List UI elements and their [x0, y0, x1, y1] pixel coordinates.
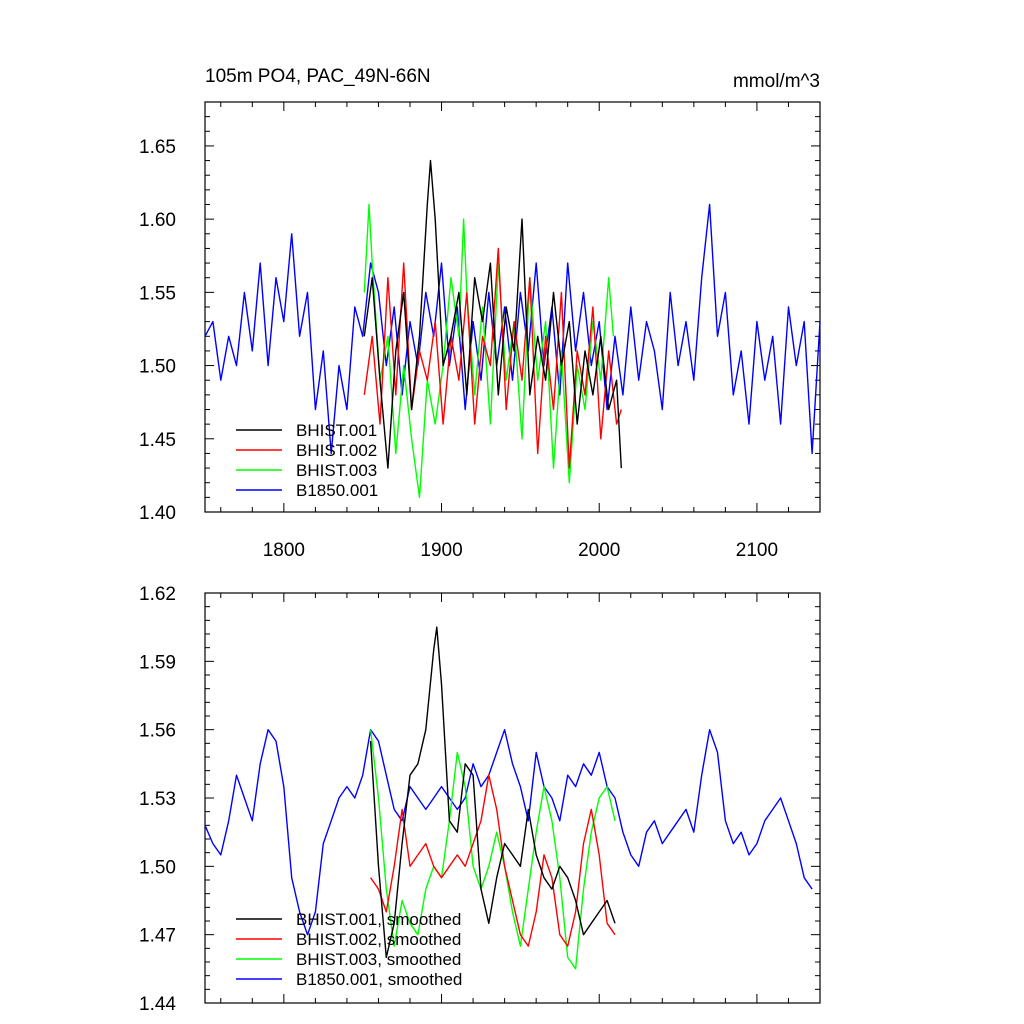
legend-label: BHIST.001, smoothed — [296, 910, 461, 929]
y-tick-label: 1.56 — [139, 721, 176, 742]
y-tick-label: 1.65 — [139, 137, 176, 158]
y-tick-label: 1.59 — [139, 652, 176, 673]
y-tick-label: 1.40 — [139, 503, 176, 524]
legend-label: B1850.001 — [296, 481, 378, 500]
legend-label: BHIST.003 — [296, 461, 377, 480]
y-tick-label: 1.53 — [139, 789, 176, 810]
series-line — [369, 626, 616, 959]
y-tick-label: 1.47 — [139, 926, 176, 947]
x-tick-label: 1800 — [263, 540, 305, 561]
legend-label: B1850.001, smoothed — [296, 970, 462, 989]
x-tick-label: 1900 — [420, 540, 462, 561]
x-tick-label: 2100 — [736, 540, 778, 561]
series-line — [369, 729, 616, 970]
chart-title: 105m PO4, PAC_49N-66N — [205, 66, 431, 87]
top-chart-panel: 105m PO4, PAC_49N-66N mmol/m^3 1800 1900 2… — [139, 66, 821, 561]
y-tick-label: 1.62 — [139, 584, 176, 605]
y-tick-label: 1.50 — [139, 357, 176, 378]
series-line — [363, 159, 622, 469]
x-tick-label: 2000 — [578, 540, 620, 561]
legend-label: BHIST.003, smoothed — [296, 950, 461, 969]
y-tick-label: 1.50 — [139, 857, 176, 878]
y-tick-label: 1.60 — [139, 210, 176, 231]
y-tick-label: 1.55 — [139, 283, 176, 304]
bottom-chart-panel: 1.44 1.47 1.50 1.53 1.56 1.59 1.62 BHIST.001, s… — [139, 584, 821, 1015]
series-line — [363, 203, 615, 499]
legend-label: BHIST.001 — [296, 421, 377, 440]
legend-label: BHIST.002, smoothed — [296, 930, 461, 949]
series-line — [204, 203, 821, 455]
y-tick-label: 1.45 — [139, 430, 176, 451]
units-label: mmol/m^3 — [733, 71, 820, 92]
series-line — [204, 729, 813, 936]
series-line — [363, 247, 622, 469]
legend-label: BHIST.002 — [296, 441, 377, 460]
y-tick-label: 1.44 — [139, 994, 176, 1015]
series-line — [370, 774, 616, 947]
